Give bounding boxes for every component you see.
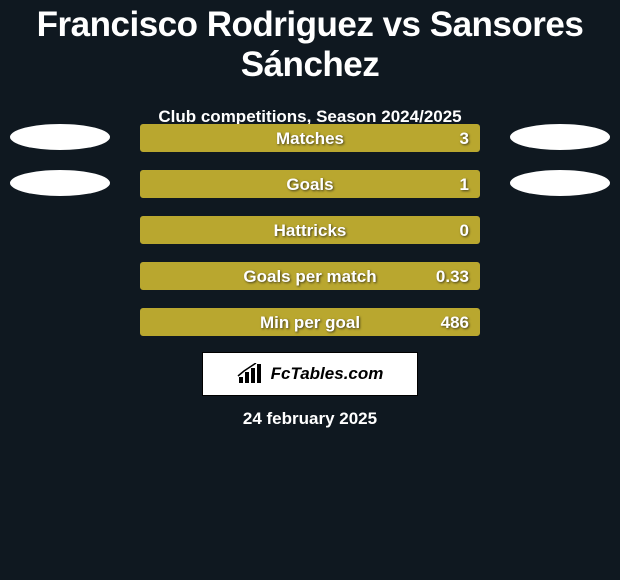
date-text: 24 february 2025 xyxy=(0,409,620,429)
brand-text: FcTables.com xyxy=(271,364,384,384)
stat-bar: Goals1 xyxy=(140,170,480,198)
stat-row: Goals1 xyxy=(0,170,620,216)
stat-bar: Matches3 xyxy=(140,124,480,152)
stat-row: Matches3 xyxy=(0,124,620,170)
player1-marker xyxy=(10,170,110,196)
stat-value: 0 xyxy=(460,217,469,245)
stat-row: Hattricks0 xyxy=(0,216,620,262)
brand-badge: FcTables.com xyxy=(202,352,418,396)
stat-value: 486 xyxy=(441,309,469,337)
stat-bar: Min per goal486 xyxy=(140,308,480,336)
stat-value: 1 xyxy=(460,171,469,199)
stat-row: Goals per match0.33 xyxy=(0,262,620,308)
stat-row: Min per goal486 xyxy=(0,308,620,354)
page-title: Francisco Rodriguez vs Sansores Sánchez xyxy=(0,0,620,85)
stat-label: Hattricks xyxy=(141,217,479,245)
stat-label: Goals xyxy=(141,171,479,199)
stat-bar: Hattricks0 xyxy=(140,216,480,244)
stat-label: Goals per match xyxy=(141,263,479,291)
player2-marker xyxy=(510,170,610,196)
stat-bar: Goals per match0.33 xyxy=(140,262,480,290)
stat-value: 0.33 xyxy=(436,263,469,291)
chart-icon xyxy=(237,363,265,385)
stat-value: 3 xyxy=(460,125,469,153)
stat-label: Min per goal xyxy=(141,309,479,337)
player1-marker xyxy=(10,124,110,150)
stats-list: Matches3Goals1Hattricks0Goals per match0… xyxy=(0,124,620,354)
player2-marker xyxy=(510,124,610,150)
stat-label: Matches xyxy=(141,125,479,153)
